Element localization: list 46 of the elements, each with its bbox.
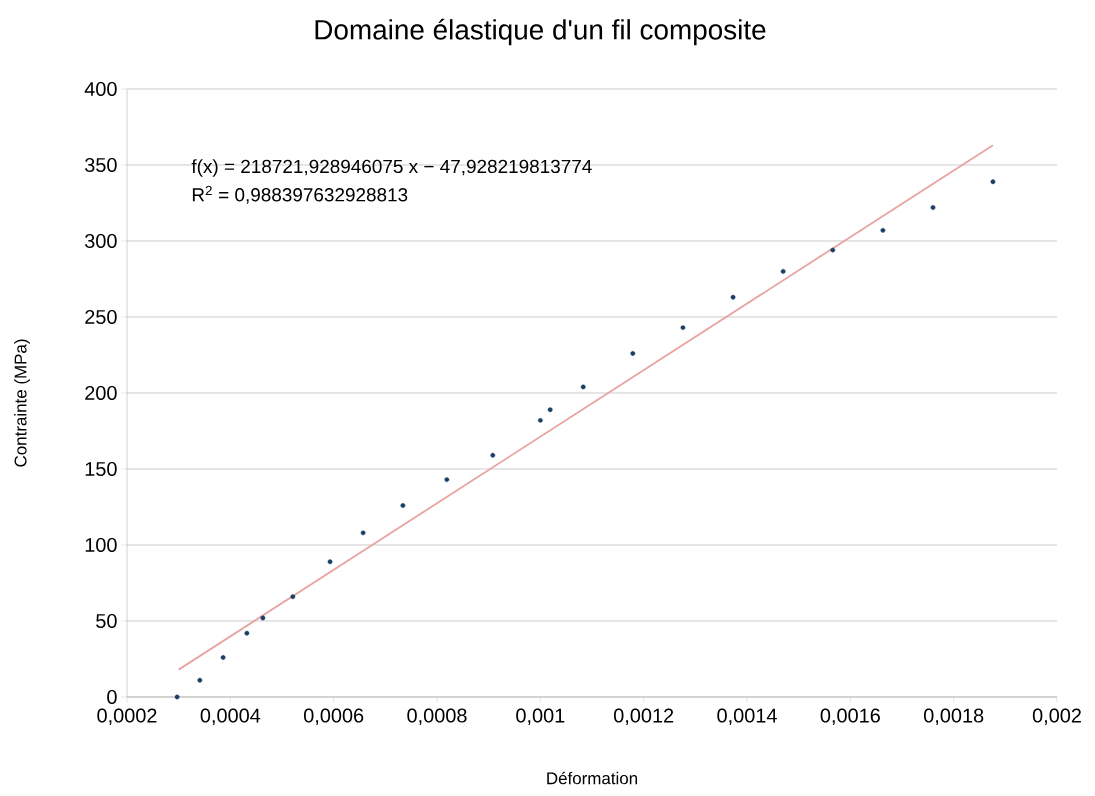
point [290,594,296,600]
point [730,294,736,300]
point [780,268,786,274]
point [930,205,936,210]
x-tick-label: 0,0012 [613,708,674,725]
point [537,417,543,423]
y-tick-label: 200 [85,385,117,401]
point [680,325,686,331]
x-tick-label: 0,0018 [923,708,984,725]
point [580,384,586,390]
x-tick-label: 0,0008 [407,708,467,725]
x-tick-label: 0,001 [516,708,565,725]
y-tick-label: 300 [85,233,117,249]
x-tick-label: 0,0016 [820,708,880,725]
point [260,615,266,621]
annotation: f(x) = 218721,928946075 x − 47,928219813774 [191,159,592,177]
point [244,630,250,636]
point [444,477,450,483]
y-tick-label: 150 [85,461,117,477]
y-tick-label: 250 [85,309,117,325]
x-tick-label: 0,0006 [303,708,364,725]
point [547,407,553,413]
point [830,247,836,253]
point [327,559,333,565]
y-tick-label: 350 [85,157,117,173]
point [220,655,226,660]
y-tick-label: 400 [84,81,117,97]
point [174,694,180,700]
point [630,351,636,356]
y-tick-label: 50 [96,613,117,629]
y-axis-title: Contrainte (MPa) [14,339,30,467]
x-axis-title: Déformation [547,771,638,785]
chart-title: Domaine élastique d'un fil composite [315,18,766,46]
y-tick-label: 0 [107,689,117,705]
point [490,452,496,458]
point [990,179,996,185]
point [197,677,203,683]
point [400,503,406,508]
x-tick-label: 0,002 [1032,708,1081,725]
y-tick-label: 100 [85,537,117,553]
x-tick-label: 0,0014 [717,708,777,725]
x-tick-label: 0,0002 [97,708,157,725]
annotation: R$^{2}$ = 0,988397632928813 [192,185,408,204]
x-tick-label: 0,0004 [200,708,261,725]
point [360,530,366,536]
point [880,227,886,233]
